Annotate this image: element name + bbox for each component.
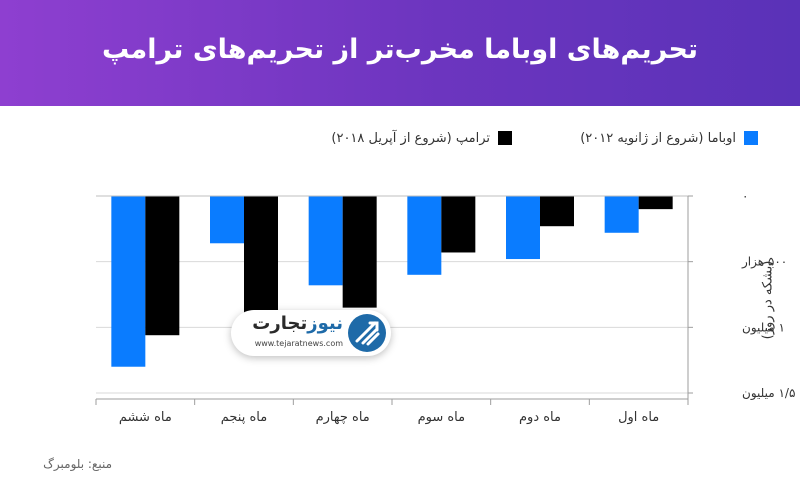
y-tick-label: ۵۰۰ هزار <box>741 255 787 270</box>
y-tick-label: ۱ میلیون <box>742 320 785 335</box>
logo-url: www.tejaratnews.com <box>254 339 343 348</box>
bar-trump <box>145 196 180 336</box>
bar-trump <box>441 196 476 253</box>
logo-wordmark: نیوزتجارت <box>252 313 343 334</box>
y-tick-label: ۱/۵ میلیون <box>742 386 795 401</box>
legend-swatch-obama <box>744 131 758 145</box>
y-tick-label: ۰ <box>742 189 748 203</box>
legend-item-trump: ترامپ (شروع از آپریل ۲۰۱۸) <box>331 129 512 147</box>
bar-obama <box>210 196 244 244</box>
legend-label-trump: ترامپ (شروع از آپریل ۲۰۱۸) <box>331 130 490 146</box>
x-tick-label: ماه دوم <box>519 410 561 425</box>
bar-obama <box>506 196 540 260</box>
x-tick-label: ماه سوم <box>418 410 466 425</box>
logo-wordmark-part1: تجارت <box>252 313 308 334</box>
bar-obama <box>604 196 639 233</box>
watermark-logo: نیوزتجارت www.tejaratnews.com <box>231 310 391 356</box>
bar-trump <box>342 196 377 308</box>
logo-emblem <box>348 314 386 352</box>
logo-wordmark-part2: نیوز <box>307 313 343 334</box>
legend-item-obama: اوباما (شروع از ژانویه ۲۰۱۲) <box>580 129 758 147</box>
source-note: منبع: بلومبرگ <box>43 457 112 471</box>
bar-chart: ماه اول ماه دوم ماه سوم ماه چهارم ماه پنجم ما… <box>95 189 795 425</box>
x-tick-label: ماه اول <box>618 410 659 425</box>
bar-trump <box>638 196 673 210</box>
x-tick-label: ماه پنجم <box>221 410 267 425</box>
y-axis-title: (بشکه در روز) <box>760 260 776 340</box>
x-tick-label: ماه ششم <box>119 410 172 425</box>
bar-obama <box>308 196 343 286</box>
header-banner <box>0 0 800 106</box>
chart-title: تحریم‌های اوباما مخرب‌تر از تحریم‌های تر… <box>101 33 699 65</box>
bar-obama <box>407 196 442 275</box>
bar-obama <box>111 196 146 367</box>
legend-label-obama: اوباما (شروع از ژانویه ۲۰۱۲) <box>580 130 736 146</box>
x-tick-label: ماه چهارم <box>316 410 370 425</box>
legend-swatch-trump <box>498 131 512 145</box>
bar-trump <box>540 196 574 227</box>
